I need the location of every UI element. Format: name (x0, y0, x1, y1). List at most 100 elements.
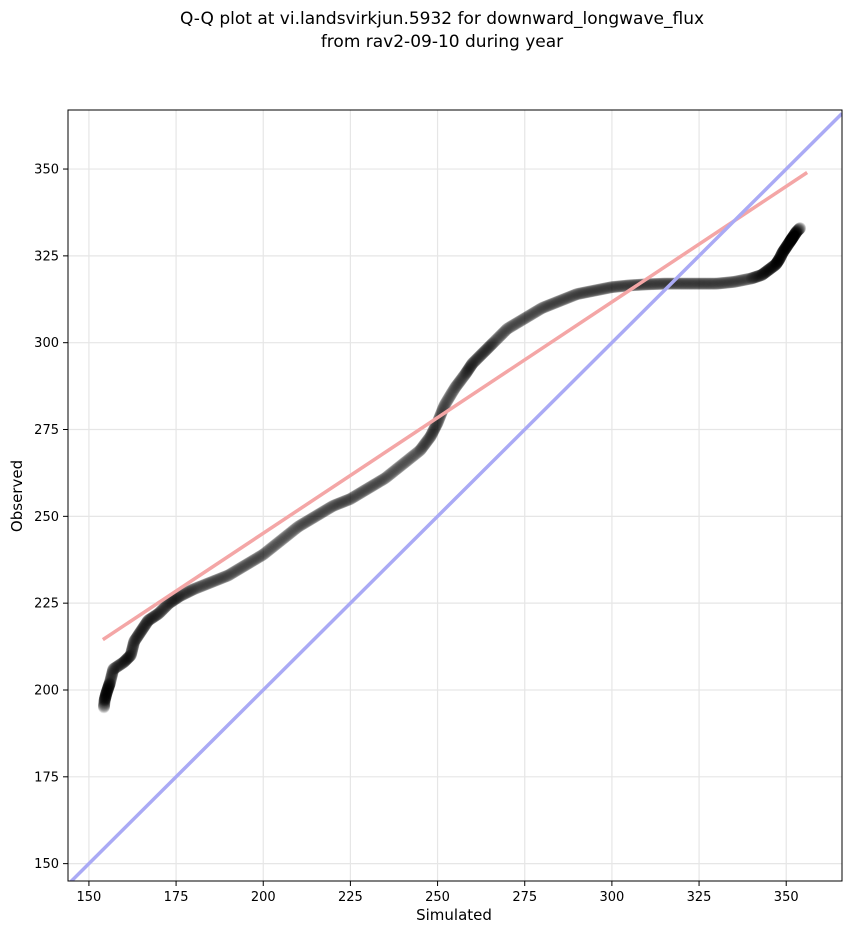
quantile-point (454, 374, 467, 387)
quantile-point (207, 575, 220, 588)
quantile-point (647, 278, 660, 291)
quantile-point (132, 628, 145, 641)
quantile-point (322, 502, 335, 515)
quantile-point (760, 265, 773, 278)
quantile-point (742, 272, 755, 285)
quantile-point (440, 396, 453, 409)
quantile-point (762, 263, 775, 276)
quantile-point (598, 282, 611, 295)
quantile-point (517, 312, 530, 325)
quantile-point (361, 482, 374, 495)
quantile-point (172, 590, 185, 603)
quantile-point (181, 586, 194, 599)
quantile-point (218, 570, 231, 583)
x-tick-label: 150 (77, 890, 102, 905)
quantile-point (192, 581, 205, 594)
y-tick-label: 325 (34, 249, 59, 264)
quantile-point (100, 686, 113, 699)
quantile-point (278, 531, 291, 544)
quantile-point (468, 355, 481, 368)
quantile-point (532, 304, 545, 317)
quantile-point (441, 394, 454, 407)
quantile-point (722, 276, 735, 289)
quantile-point (772, 255, 785, 268)
quantile-point (387, 465, 400, 478)
quantile-point (428, 422, 441, 435)
quantile-point (323, 502, 336, 515)
quantile-point (542, 299, 555, 312)
quantile-point (595, 283, 608, 296)
quantile-point (388, 464, 401, 477)
quantile-point (118, 655, 131, 668)
quantile-point (202, 577, 215, 590)
quantile-point (289, 522, 302, 535)
quantile-point (100, 686, 113, 699)
quantile-point (591, 283, 604, 296)
quantile-point (443, 390, 456, 403)
quantile-point (593, 283, 606, 296)
quantile-point (240, 558, 253, 571)
quantile-point (429, 420, 442, 433)
quantile-point (563, 291, 576, 304)
quantile-point (495, 328, 508, 341)
quantile-point (790, 225, 803, 238)
quantile-point (741, 273, 754, 286)
quantile-point (98, 693, 111, 706)
quantile-point (708, 277, 721, 290)
quantile-point (106, 665, 119, 678)
quantile-point (131, 630, 144, 643)
quantile-point (662, 277, 675, 290)
quantile-point (204, 576, 217, 589)
quantile-point (151, 608, 164, 621)
quantile-point (788, 229, 801, 242)
quantile-point (306, 511, 319, 524)
quantile-point (274, 534, 287, 547)
quantile-point (142, 614, 155, 627)
quantile-point (238, 559, 251, 572)
quantile-point (451, 379, 464, 392)
quantile-point (613, 280, 626, 293)
quantile-point (653, 277, 666, 290)
quantile-point (749, 271, 762, 284)
quantile-point (721, 276, 734, 289)
quantile-point (101, 683, 114, 696)
quantile-point (191, 581, 204, 594)
quantile-point (769, 258, 782, 271)
quantile-point (780, 240, 793, 253)
quantile-point (589, 284, 602, 297)
quantile-point (534, 303, 547, 316)
quantile-point (228, 565, 241, 578)
quantile-point (709, 277, 722, 290)
quantile-point (483, 340, 496, 353)
quantile-point (781, 238, 794, 251)
quantile-point (402, 453, 415, 466)
quantile-point (127, 636, 140, 649)
quantile-point (762, 264, 775, 277)
quantile-point (793, 222, 806, 235)
quantile-point (197, 579, 210, 592)
quantile-point (693, 277, 706, 290)
quantile-point (141, 615, 154, 628)
quantile-point (187, 583, 200, 596)
quantile-point (575, 287, 588, 300)
quantile-point (578, 286, 590, 299)
quantile-point (121, 652, 134, 665)
quantile-point (229, 565, 242, 578)
quantile-point (381, 470, 394, 483)
quantile-point (360, 483, 373, 496)
quantile-point (100, 688, 113, 701)
quantile-point (328, 499, 341, 512)
quantile-point (591, 284, 604, 297)
quantile-point (133, 627, 146, 640)
quantile-point (102, 682, 115, 695)
quantile-point (408, 449, 421, 462)
quantile-point (365, 480, 378, 493)
quantile-point (428, 422, 441, 435)
quantile-point (374, 475, 387, 488)
quantile-point (127, 638, 140, 651)
quantile-point (108, 662, 121, 675)
quantile-point (283, 527, 296, 540)
quantile-point (214, 572, 227, 585)
quantile-point (792, 223, 805, 236)
quantile-point (422, 433, 435, 446)
